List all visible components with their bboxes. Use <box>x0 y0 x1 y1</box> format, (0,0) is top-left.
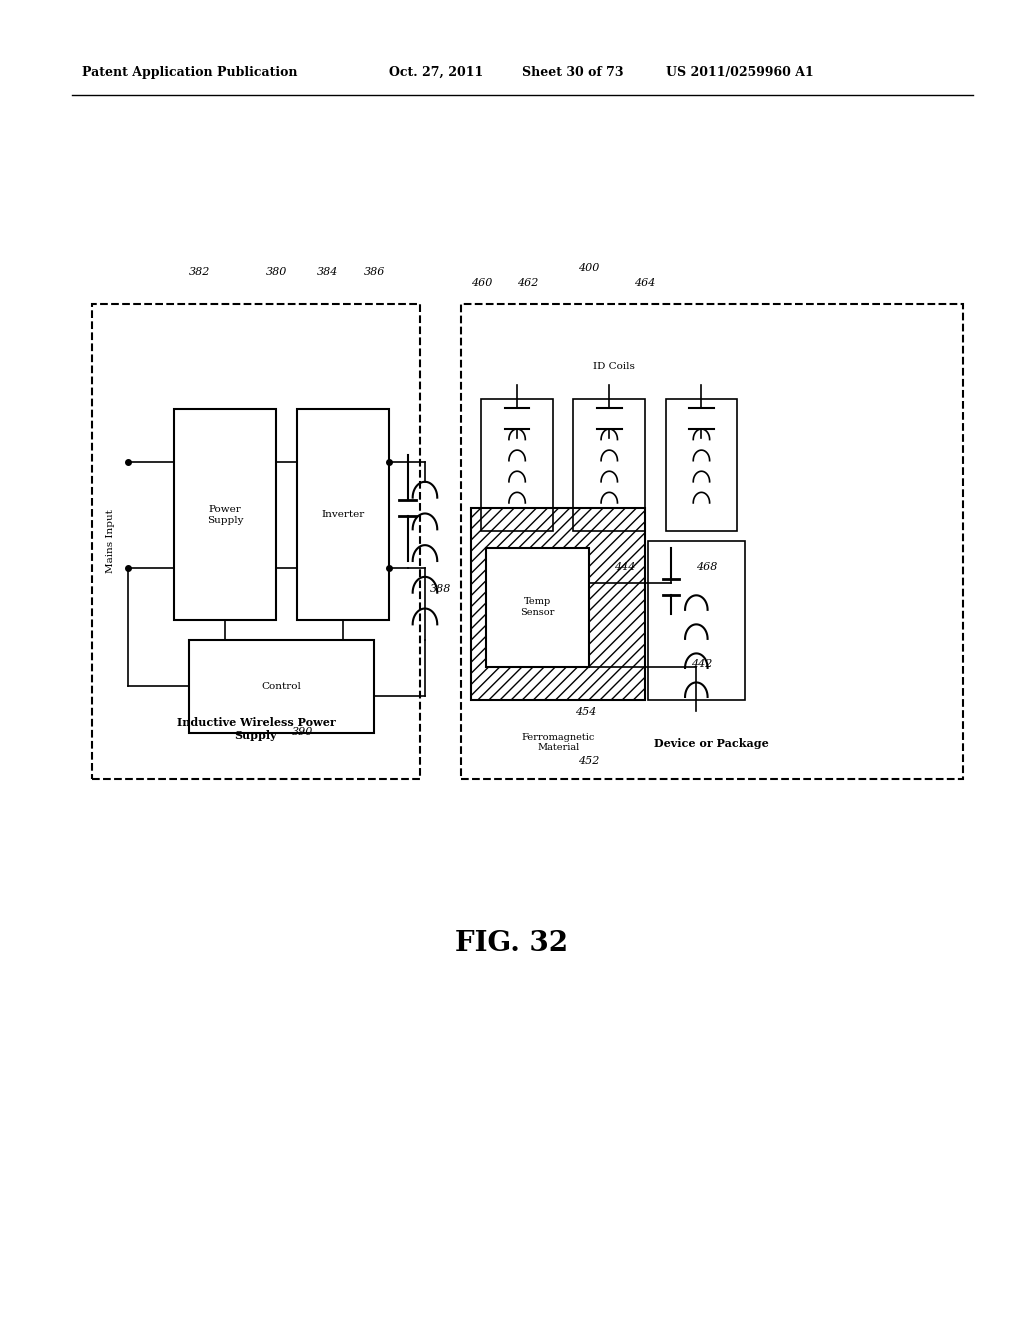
Text: Inductive Wireless Power
Supply: Inductive Wireless Power Supply <box>176 717 336 741</box>
Text: 442: 442 <box>691 659 712 669</box>
Text: 386: 386 <box>365 267 385 277</box>
Text: 388: 388 <box>430 583 451 594</box>
FancyBboxPatch shape <box>461 304 963 779</box>
Text: Power
Supply: Power Supply <box>207 506 244 524</box>
Text: 468: 468 <box>696 561 717 572</box>
Text: FIG. 32: FIG. 32 <box>456 931 568 957</box>
Text: 464: 464 <box>635 277 655 288</box>
Text: Sheet 30 of 73: Sheet 30 of 73 <box>522 66 624 79</box>
FancyBboxPatch shape <box>92 304 420 779</box>
Text: Inverter: Inverter <box>322 511 365 519</box>
Text: 390: 390 <box>292 726 312 737</box>
FancyBboxPatch shape <box>189 640 374 733</box>
FancyBboxPatch shape <box>174 409 276 620</box>
Text: 454: 454 <box>575 706 596 717</box>
FancyBboxPatch shape <box>666 399 737 531</box>
FancyBboxPatch shape <box>486 548 589 667</box>
FancyBboxPatch shape <box>648 541 745 700</box>
Text: ID Coils: ID Coils <box>594 363 635 371</box>
Text: 444: 444 <box>614 561 635 572</box>
Text: Temp
Sensor: Temp Sensor <box>520 598 555 616</box>
Text: Control: Control <box>262 682 301 690</box>
FancyBboxPatch shape <box>297 409 389 620</box>
Text: 452: 452 <box>579 755 599 766</box>
Text: 384: 384 <box>317 267 338 277</box>
Text: 380: 380 <box>266 267 287 277</box>
Text: Device or Package: Device or Package <box>654 738 769 748</box>
FancyBboxPatch shape <box>481 399 553 531</box>
Text: 400: 400 <box>579 263 599 273</box>
Text: 382: 382 <box>189 267 210 277</box>
Text: Mains Input: Mains Input <box>106 510 115 573</box>
Text: 460: 460 <box>471 277 492 288</box>
Text: Ferromagnetic
Material: Ferromagnetic Material <box>521 733 595 752</box>
Text: Oct. 27, 2011: Oct. 27, 2011 <box>389 66 483 79</box>
FancyBboxPatch shape <box>573 399 645 531</box>
Text: US 2011/0259960 A1: US 2011/0259960 A1 <box>666 66 813 79</box>
Bar <box>471 508 645 700</box>
Text: Patent Application Publication: Patent Application Publication <box>82 66 297 79</box>
Text: 462: 462 <box>517 277 538 288</box>
